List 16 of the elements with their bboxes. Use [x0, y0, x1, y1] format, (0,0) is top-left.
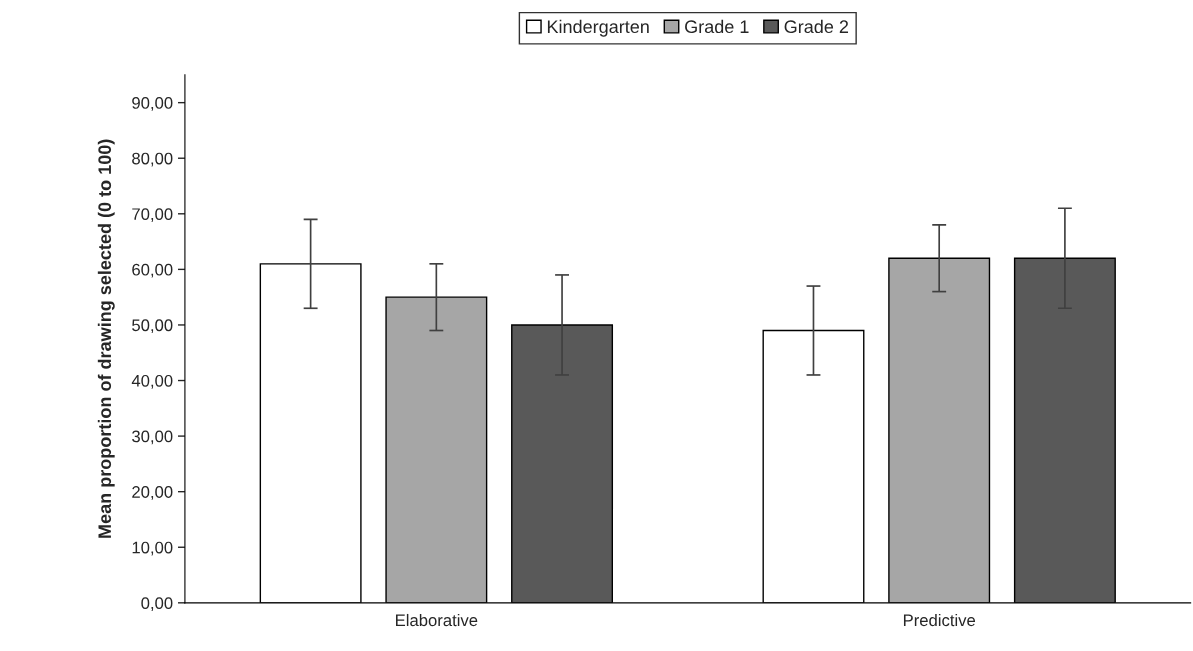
- legend-label: Grade 1: [685, 19, 749, 34]
- y-tick-label: 50,00: [132, 319, 173, 334]
- y-tick-label: 40,00: [131, 374, 173, 389]
- y-tick-label: 30,00: [132, 430, 173, 445]
- legend-label: Grade 2: [784, 19, 849, 34]
- y-tick-label: 70,00: [132, 208, 173, 222]
- y-tick-label: 0,00: [141, 597, 173, 611]
- y-axis-title: Mean proportion of drawing selected (0 to 100): [97, 139, 115, 538]
- y-tick-label: 80,00: [132, 152, 173, 167]
- x-tick-label: Predictive: [903, 613, 976, 627]
- y-tick-label: 20,00: [132, 486, 173, 500]
- y-tick-label: 60,00: [132, 263, 173, 278]
- y-tick-label: 90,00: [132, 97, 173, 111]
- y-tick-label: 10,00: [132, 541, 173, 556]
- x-tick-label: Elaborative: [396, 613, 478, 627]
- legend-label: Kindergarten: [547, 19, 649, 37]
